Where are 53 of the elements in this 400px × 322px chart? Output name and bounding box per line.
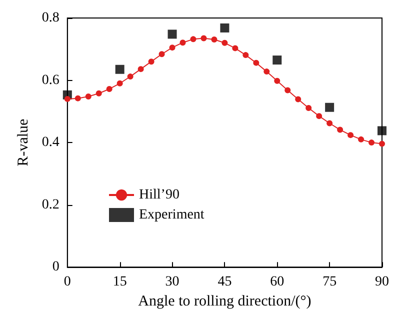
point xyxy=(180,40,186,46)
point xyxy=(326,120,333,126)
x-tick-label: 60 xyxy=(270,274,284,290)
point xyxy=(106,86,112,92)
point xyxy=(64,96,70,102)
y-tick-label: 0.4 xyxy=(42,135,60,150)
point xyxy=(138,66,144,72)
point xyxy=(242,52,249,58)
y-tick-label: 0.8 xyxy=(42,10,60,26)
point xyxy=(116,80,123,86)
x-tick-label: 75 xyxy=(322,274,337,290)
point xyxy=(190,36,196,42)
point xyxy=(295,96,302,102)
point xyxy=(316,113,322,120)
point xyxy=(115,64,124,74)
legend-label: Experiment xyxy=(139,208,204,222)
x-tick-label: 45 xyxy=(218,274,232,290)
point xyxy=(168,30,177,39)
x-tick-label: 90 xyxy=(375,274,389,290)
point xyxy=(74,95,81,102)
point xyxy=(348,132,354,138)
point xyxy=(358,136,364,142)
point xyxy=(325,102,334,112)
point xyxy=(211,36,218,42)
point xyxy=(264,68,270,75)
point xyxy=(200,35,207,42)
point xyxy=(148,58,154,65)
y-tick-label: 0.6 xyxy=(42,72,60,88)
point xyxy=(368,140,375,146)
x-tick-label: 0 xyxy=(64,274,71,290)
point xyxy=(158,51,165,58)
point xyxy=(220,23,230,32)
y-tick-label: 0 xyxy=(52,260,60,275)
y-tick-label: 0.2 xyxy=(42,197,60,212)
point xyxy=(337,126,344,133)
point xyxy=(253,60,260,66)
point xyxy=(284,87,291,94)
x-axis-title: Angle to rolling direction/(°) xyxy=(138,294,312,310)
point xyxy=(85,93,92,100)
point xyxy=(379,140,385,147)
point xyxy=(272,56,282,65)
point xyxy=(127,74,134,80)
point xyxy=(222,40,228,46)
point xyxy=(96,90,102,96)
point xyxy=(378,126,386,136)
legend-label: Hill’90 xyxy=(139,188,180,202)
x-tick-label: 30 xyxy=(165,274,180,290)
point xyxy=(232,45,238,52)
point xyxy=(169,44,176,51)
y-axis-title: R-value xyxy=(16,118,32,166)
x-tick-label: 15 xyxy=(112,274,127,290)
point xyxy=(306,104,312,111)
point xyxy=(274,78,280,84)
